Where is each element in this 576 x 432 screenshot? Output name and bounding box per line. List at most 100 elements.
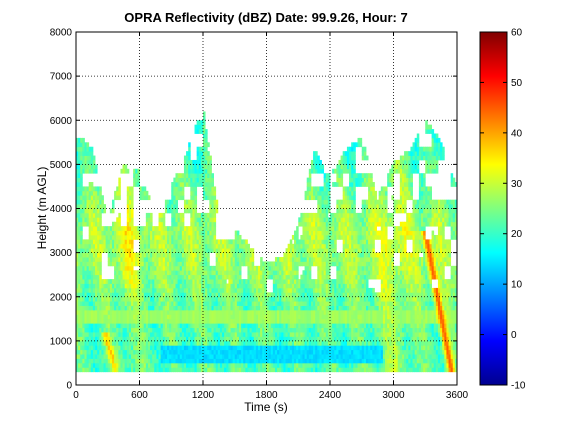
heatmap-cell bbox=[321, 230, 325, 236]
heatmap-cell bbox=[213, 186, 217, 192]
heatmap-cell bbox=[120, 234, 123, 240]
heatmap-cell bbox=[171, 252, 174, 258]
heatmap-cell bbox=[192, 230, 195, 236]
heatmap-cell bbox=[217, 265, 221, 271]
heatmap-cell bbox=[349, 314, 352, 320]
heatmap-cell bbox=[80, 221, 83, 227]
heatmap-cell bbox=[281, 332, 284, 337]
heatmap-cell bbox=[266, 274, 270, 280]
heatmap-cell bbox=[131, 323, 134, 329]
heatmap-cell bbox=[315, 318, 318, 324]
heatmap-cell bbox=[186, 332, 189, 337]
heatmap-cell bbox=[167, 362, 170, 368]
heatmap-cell bbox=[245, 239, 248, 245]
heatmap-cell bbox=[251, 340, 255, 346]
heatmap-cell bbox=[306, 257, 310, 262]
heatmap-cell bbox=[238, 243, 242, 249]
heatmap-cell bbox=[124, 226, 128, 231]
heatmap-cell bbox=[357, 221, 361, 227]
heatmap-cell bbox=[188, 204, 191, 209]
heatmap-cell bbox=[247, 318, 250, 324]
heatmap-cell bbox=[207, 301, 210, 306]
heatmap-cell bbox=[126, 257, 130, 262]
heatmap-cell bbox=[107, 287, 111, 293]
heatmap-cell bbox=[241, 354, 244, 359]
heatmap-cell bbox=[203, 323, 206, 329]
heatmap-cell bbox=[266, 362, 270, 368]
heatmap-cell bbox=[285, 323, 289, 329]
heatmap-cell bbox=[255, 327, 259, 333]
heatmap-cell bbox=[327, 195, 331, 201]
heatmap-cell bbox=[107, 252, 111, 258]
heatmap-cell bbox=[313, 252, 316, 258]
heatmap-cell bbox=[80, 301, 83, 306]
heatmap-cell bbox=[186, 292, 189, 298]
heatmap-cell bbox=[251, 283, 255, 289]
heatmap-cell bbox=[340, 252, 344, 258]
heatmap-cell bbox=[120, 345, 123, 351]
heatmap-cell bbox=[169, 301, 172, 306]
heatmap-cell bbox=[103, 318, 107, 324]
heatmap-cell bbox=[205, 296, 208, 302]
heatmap-cell bbox=[192, 332, 195, 337]
heatmap-cell bbox=[183, 257, 187, 262]
heatmap-cell bbox=[116, 301, 119, 306]
heatmap-cell bbox=[167, 318, 170, 324]
heatmap-cell bbox=[296, 252, 299, 258]
heatmap-cell bbox=[213, 265, 217, 271]
heatmap-cell bbox=[234, 358, 238, 364]
heatmap-cell bbox=[236, 301, 240, 306]
heatmap-cell bbox=[126, 340, 130, 346]
heatmap-cell bbox=[76, 349, 79, 355]
heatmap-cell bbox=[169, 252, 172, 258]
heatmap-cell bbox=[298, 257, 301, 262]
heatmap-cell bbox=[349, 367, 352, 373]
heatmap-cell bbox=[137, 296, 140, 302]
heatmap-cell bbox=[232, 283, 236, 289]
heatmap-cell bbox=[351, 239, 354, 245]
heatmap-cell bbox=[99, 212, 102, 218]
heatmap-cell bbox=[298, 252, 301, 258]
heatmap-cell bbox=[357, 349, 361, 355]
heatmap-cell bbox=[82, 301, 85, 306]
heatmap-cell bbox=[192, 292, 195, 298]
heatmap-cell bbox=[78, 358, 81, 364]
heatmap-cell bbox=[327, 332, 331, 337]
heatmap-cell bbox=[147, 349, 151, 355]
heatmap-cell bbox=[194, 332, 198, 337]
heatmap-cell bbox=[313, 309, 316, 315]
heatmap-cell bbox=[222, 270, 225, 276]
heatmap-cell bbox=[143, 354, 147, 359]
heatmap-cell bbox=[319, 349, 322, 355]
heatmap-cell bbox=[287, 314, 291, 320]
heatmap-cell bbox=[321, 199, 325, 205]
heatmap-cell bbox=[332, 323, 335, 329]
heatmap-cell bbox=[76, 318, 79, 324]
heatmap-cell bbox=[296, 261, 299, 267]
heatmap-cell bbox=[342, 332, 346, 337]
heatmap-cell bbox=[88, 296, 92, 302]
heatmap-cell bbox=[302, 217, 305, 223]
heatmap-cell bbox=[344, 332, 348, 337]
heatmap-cell bbox=[310, 336, 314, 342]
heatmap-cell bbox=[97, 279, 100, 284]
heatmap-cell bbox=[92, 327, 96, 333]
heatmap-cell bbox=[346, 318, 350, 324]
heatmap-cell bbox=[285, 283, 289, 289]
heatmap-cell bbox=[82, 305, 85, 311]
heatmap-cell bbox=[281, 358, 284, 364]
heatmap-cell bbox=[156, 336, 159, 342]
heatmap-cell bbox=[270, 323, 274, 329]
heatmap-cell bbox=[177, 296, 181, 302]
heatmap-cell bbox=[357, 265, 361, 271]
heatmap-cell bbox=[156, 332, 159, 337]
heatmap-cell bbox=[310, 323, 314, 329]
heatmap-cell bbox=[272, 327, 276, 333]
heatmap-cell bbox=[109, 257, 113, 262]
heatmap-cell bbox=[325, 177, 329, 183]
heatmap-cell bbox=[200, 230, 204, 236]
heatmap-cell bbox=[173, 305, 176, 311]
heatmap-cell bbox=[128, 345, 132, 351]
heatmap-cell bbox=[186, 199, 189, 205]
heatmap-cell bbox=[313, 248, 316, 254]
